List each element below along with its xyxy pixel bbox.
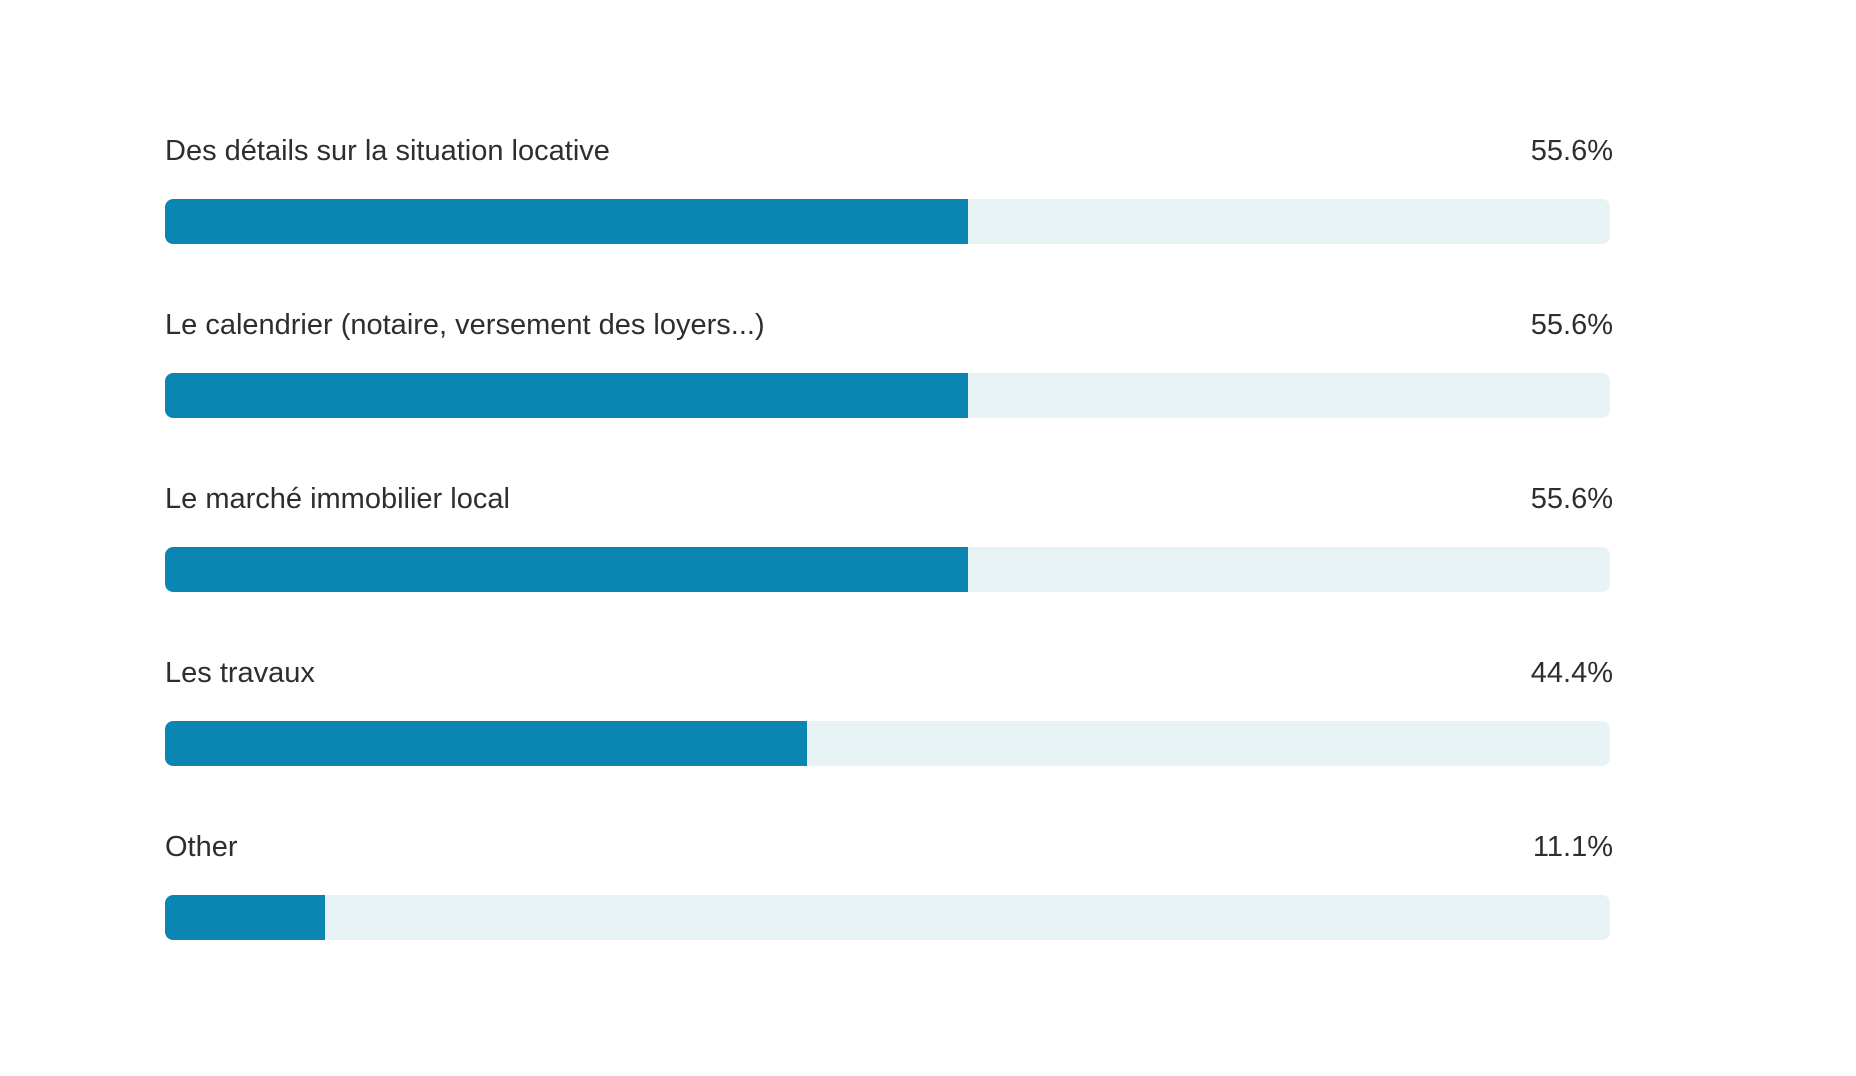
bar-row: Des détails sur la situation locative 55.…	[165, 128, 1613, 302]
bar-fill	[165, 547, 969, 592]
value-label: 11.1%	[1532, 831, 1613, 863]
bar-row-header: Des détails sur la situation locative 55.…	[165, 128, 1613, 174]
bar-row: Other 11.1%	[165, 824, 1613, 998]
bar-fill	[165, 199, 969, 244]
bar-row-header: Le marché immobilier local 55.6%	[165, 476, 1613, 522]
value-label: 55.6%	[1530, 135, 1613, 167]
bar-row-header: Les travaux 44.4%	[165, 650, 1613, 696]
bar-row: Les travaux 44.4%	[165, 650, 1613, 824]
bar-fill	[165, 895, 326, 940]
bar-row-header: Le calendrier (notaire, versement des lo…	[165, 302, 1613, 348]
bar-fill	[165, 373, 969, 418]
category-label: Le calendrier (notaire, versement des lo…	[165, 309, 765, 341]
category-label: Le marché immobilier local	[165, 483, 510, 515]
bar-track	[165, 199, 1610, 244]
bar-row-header: Other 11.1%	[165, 824, 1613, 870]
value-label: 44.4%	[1530, 657, 1613, 689]
value-label: 55.6%	[1530, 483, 1613, 515]
horizontal-bar-chart: Des détails sur la situation locative 55.…	[165, 128, 1613, 998]
bar-row: Le calendrier (notaire, versement des lo…	[165, 302, 1613, 476]
bar-track	[165, 547, 1610, 592]
category-label: Les travaux	[165, 657, 315, 689]
bar-track	[165, 895, 1610, 940]
category-label: Other	[165, 831, 238, 863]
bar-fill	[165, 721, 807, 766]
bar-track	[165, 373, 1610, 418]
value-label: 55.6%	[1530, 309, 1613, 341]
bar-track	[165, 721, 1610, 766]
category-label: Des détails sur la situation locative	[165, 135, 610, 167]
bar-row: Le marché immobilier local 55.6%	[165, 476, 1613, 650]
